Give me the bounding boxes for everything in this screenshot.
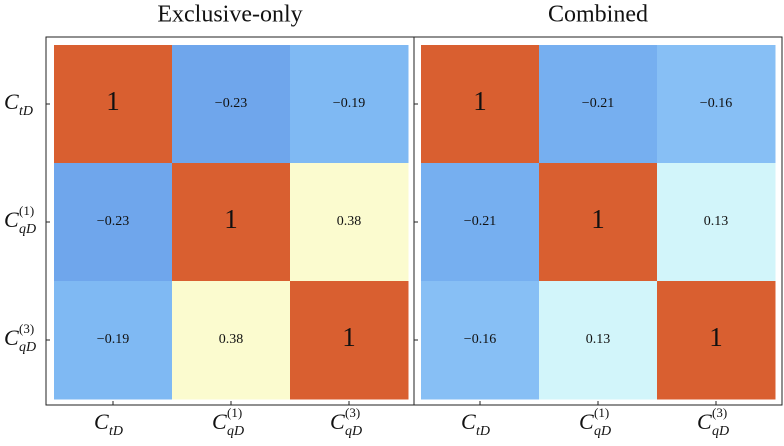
cell-label: −0.21: [464, 214, 496, 229]
label-main: C: [4, 207, 19, 232]
cell-label: 0.13: [586, 332, 611, 347]
label-main: C: [579, 409, 594, 434]
cell-label: 1: [342, 322, 356, 352]
chart-title: Exclusive-only: [157, 2, 302, 28]
cell-label: −0.16: [464, 332, 496, 347]
cell-label: 0.38: [337, 214, 362, 229]
label-sub: qD: [227, 424, 244, 439]
cell-label: 1: [224, 204, 238, 234]
heatmap-cell: [657, 163, 776, 282]
heatmap-cell: [539, 45, 658, 164]
heatmap-cell: [657, 281, 776, 400]
label-sub: tD: [109, 424, 123, 439]
label-sup: (3): [712, 405, 727, 420]
cell-label: 0.38: [219, 332, 244, 347]
heatmap-cell: [421, 281, 540, 400]
label-sup: (1): [19, 203, 34, 218]
heatmap-cell: [539, 163, 658, 282]
heatmap-cell: [54, 281, 173, 400]
label-sup: (1): [594, 405, 609, 420]
cell-label: 1: [473, 86, 487, 116]
heatmap-cell: [421, 45, 540, 164]
cell-label: −0.23: [215, 96, 247, 111]
label-sub: tD: [476, 424, 490, 439]
heatmap-cell: [54, 45, 173, 164]
label-sup: (3): [19, 321, 34, 336]
chart-title: Combined: [548, 2, 648, 28]
cell-label: −0.19: [333, 96, 365, 111]
heatmap-cell: [172, 45, 291, 164]
label-sub: qD: [19, 222, 36, 237]
label-sub: qD: [19, 340, 36, 355]
cell-label: 1: [106, 86, 120, 116]
label-main: C: [330, 409, 345, 434]
cell-label: −0.19: [97, 332, 129, 347]
label-sup: (1): [227, 405, 242, 420]
heatmap-cell: [172, 281, 291, 400]
label-main: C: [4, 89, 19, 114]
cell-label: −0.21: [582, 96, 614, 111]
label-sup: (3): [345, 405, 360, 420]
label-sub: qD: [594, 424, 611, 439]
cell-label: −0.16: [700, 96, 732, 111]
label-sub: qD: [345, 424, 362, 439]
heatmap-cell: [421, 163, 540, 282]
label-sub: qD: [712, 424, 729, 439]
cell-label: 1: [591, 204, 605, 234]
cell-label: 0.13: [704, 214, 729, 229]
cell-label: 1: [709, 322, 723, 352]
label-main: C: [697, 409, 712, 434]
heatmap-cell: [290, 281, 409, 400]
label-main: C: [212, 409, 227, 434]
heatmap-cell: [54, 163, 173, 282]
heatmap-cell: [539, 281, 658, 400]
label-main: C: [461, 409, 476, 434]
label-main: C: [4, 325, 19, 350]
heatmap-cell: [657, 45, 776, 164]
label-main: C: [94, 409, 109, 434]
heatmap-cell: [172, 163, 291, 282]
heatmap-cell: [290, 45, 409, 164]
heatmap-cell: [290, 163, 409, 282]
cell-label: −0.23: [97, 214, 129, 229]
label-sub: tD: [19, 104, 33, 119]
